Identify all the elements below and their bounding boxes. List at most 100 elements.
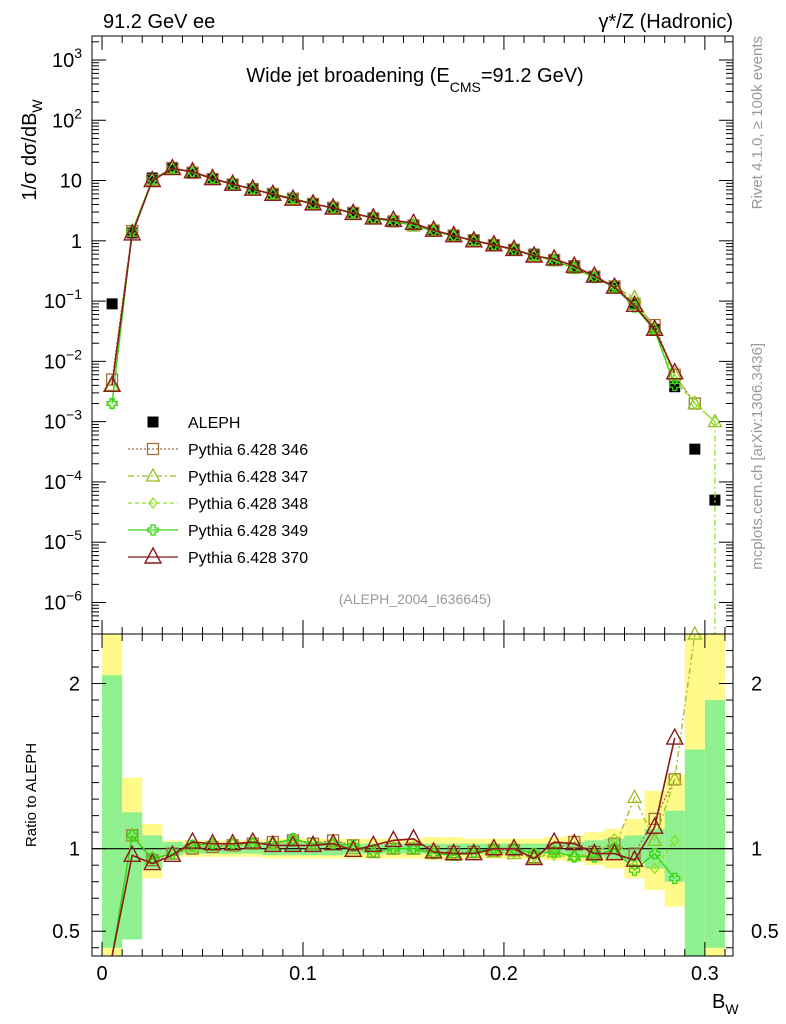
legend-marker xyxy=(146,442,160,456)
ratio-point xyxy=(647,832,663,847)
main-point xyxy=(585,265,604,283)
main-point xyxy=(528,248,540,260)
ratio-point xyxy=(544,831,564,849)
ratio-point xyxy=(626,789,643,804)
legend-marker xyxy=(143,546,163,564)
main-point xyxy=(183,161,202,179)
main-point xyxy=(307,198,319,210)
ratio-point xyxy=(504,838,524,856)
ratio-series-5 xyxy=(111,727,684,957)
ratio-point xyxy=(364,834,383,853)
ratio-point xyxy=(667,770,683,785)
main-title: Wide jet broadening (ECMS=91.2 GeV) xyxy=(246,65,583,95)
ratio-band-green xyxy=(684,749,705,956)
main-ytick-label: 10 xyxy=(60,171,82,193)
main-point xyxy=(106,397,118,410)
ratio-ytick-label: 0.5 xyxy=(52,921,80,943)
ratio-point xyxy=(568,851,580,863)
ratio-point xyxy=(166,847,179,860)
main-point xyxy=(669,379,681,392)
legend-marker xyxy=(148,496,158,510)
main-point xyxy=(106,298,118,310)
main-point xyxy=(689,443,701,455)
legend-entry: Pythia 6.428 346 xyxy=(128,442,308,459)
main-point xyxy=(104,376,120,392)
ratio-point xyxy=(163,844,182,862)
ratio-point xyxy=(509,847,519,860)
ratio-point xyxy=(206,840,219,854)
main-point xyxy=(303,193,323,211)
ratio-point xyxy=(146,852,158,865)
ratio-point xyxy=(524,848,544,866)
main-point xyxy=(605,276,624,294)
main-point xyxy=(146,173,158,186)
ratio-point xyxy=(508,843,520,855)
ratio-point xyxy=(263,834,283,853)
ratio-ytick-label-right: 1 xyxy=(751,839,762,861)
legend: ALEPH Pythia 6.428 346 Pythia 6.428 347 Pyt… xyxy=(128,415,308,567)
ratio-ytick-label-right: 2 xyxy=(751,674,762,696)
ratio-point xyxy=(223,833,242,851)
ratio-point xyxy=(344,839,363,858)
main-point xyxy=(468,234,480,246)
main-point xyxy=(384,209,403,227)
ratio-point xyxy=(468,846,480,858)
main-ylabel: 1/σ dσ/dBW xyxy=(19,99,45,201)
ratio-ytick-label: 2 xyxy=(69,674,80,696)
main-point xyxy=(524,245,544,263)
ratio-point xyxy=(548,846,560,858)
main-point xyxy=(166,162,179,174)
main-point xyxy=(709,494,721,506)
main-point xyxy=(404,212,423,231)
main-point xyxy=(544,248,564,266)
main-point xyxy=(528,249,540,261)
main-point xyxy=(146,172,158,184)
legend-entry: ALEPH xyxy=(147,415,240,432)
ratio-point xyxy=(243,831,262,849)
xtick-label: 0.3 xyxy=(691,963,719,985)
main-point xyxy=(102,374,122,393)
legend-entry: Pythia 6.428 370 xyxy=(128,546,308,567)
ratio-ytick-label-right: 0.5 xyxy=(751,921,779,943)
ratio-series-line xyxy=(111,834,676,957)
ratio-point xyxy=(648,847,661,860)
ratio-point xyxy=(287,833,299,845)
ratio-point xyxy=(649,862,660,875)
ratio-series-line xyxy=(111,779,676,957)
main-point xyxy=(347,207,359,219)
main-point xyxy=(508,243,520,256)
main-point xyxy=(488,239,500,251)
main-point xyxy=(689,397,700,410)
ratio-point xyxy=(367,846,379,858)
main-frame xyxy=(91,35,734,635)
main-point xyxy=(645,318,664,337)
main-point xyxy=(287,192,299,204)
main-point xyxy=(484,234,504,252)
main-point xyxy=(123,223,142,241)
main-point xyxy=(565,255,584,273)
main-series-4 xyxy=(106,162,681,410)
ratio-ytick-label: 1 xyxy=(69,839,80,861)
ratio-point xyxy=(206,838,219,850)
xtick-label: 0.1 xyxy=(289,963,317,985)
legend-label: Pythia 6.428 346 xyxy=(188,442,308,459)
ratio-point xyxy=(384,829,403,848)
main-series-line xyxy=(111,167,676,404)
ratio-point xyxy=(669,872,681,885)
ratio-band-green xyxy=(122,812,143,940)
main-ytick-label: 10−4 xyxy=(44,467,82,494)
xtick-label: 0.2 xyxy=(490,963,518,985)
ratio-point xyxy=(669,834,680,847)
main-ytick-label: 10−6 xyxy=(44,587,82,614)
ratio-band-green xyxy=(102,675,123,948)
main-ytick-label: 10−3 xyxy=(44,407,82,434)
legend-entry: Pythia 6.428 349 xyxy=(128,523,308,540)
legend-entry: Pythia 6.428 348 xyxy=(128,496,308,513)
ratio-point xyxy=(665,727,684,745)
main-point xyxy=(283,188,303,206)
ratio-point xyxy=(528,847,540,860)
main-point xyxy=(504,238,524,257)
main-ytick-label: 10−2 xyxy=(44,346,82,373)
ratio-frame xyxy=(91,633,734,957)
main-point xyxy=(243,178,262,196)
